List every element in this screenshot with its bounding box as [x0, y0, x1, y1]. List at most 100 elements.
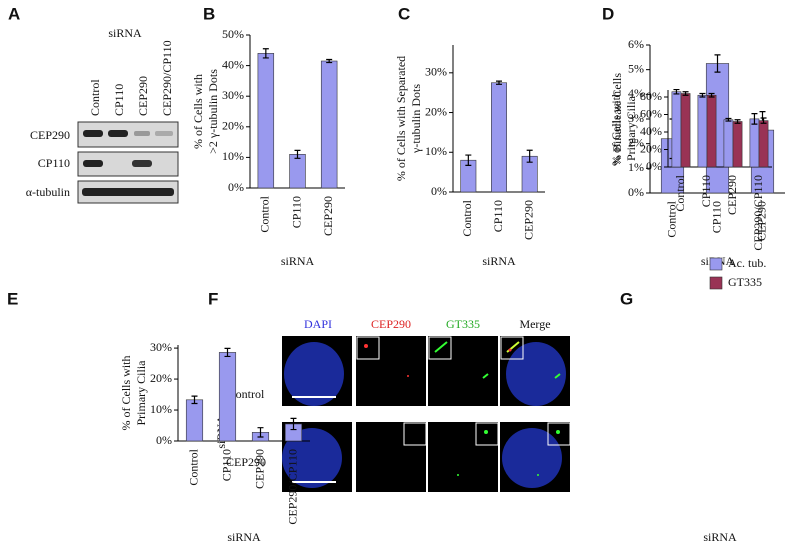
- panel-letter: E: [7, 289, 18, 308]
- bar: [320, 60, 338, 189]
- error-bar: [257, 427, 264, 438]
- error-bar: [751, 113, 758, 125]
- lane-label: CEP290/CP110: [160, 40, 174, 116]
- y-tick-label: 4%: [628, 86, 644, 100]
- micrographs: [282, 336, 571, 492]
- x-tick-label: Control: [664, 200, 678, 237]
- blot-row-label: CEP290: [30, 128, 70, 142]
- y-tick-label: 50%: [222, 27, 244, 41]
- y-tick-label: 20%: [222, 119, 244, 133]
- y-tick-label: 10%: [150, 402, 172, 416]
- legend-swatch: [709, 276, 723, 290]
- y-tick-label: 1%: [628, 160, 644, 174]
- lane-label: Control: [88, 79, 102, 116]
- x-tick-label: CEP290/CP110: [751, 175, 765, 251]
- y-axis-label: % of Cells with: [119, 356, 133, 431]
- panel-letter: D: [602, 4, 614, 23]
- y-tick-label: 0%: [646, 159, 662, 173]
- error-bar: [673, 88, 680, 95]
- y-tick-label: 40%: [640, 124, 662, 138]
- x-tick-label: CP110: [699, 175, 713, 207]
- x-tick-label: CEP290: [321, 196, 335, 236]
- y-tick-label: 0%: [431, 184, 447, 198]
- x-tick-label: CP110: [709, 201, 723, 233]
- bar: [749, 118, 760, 168]
- error-bar: [191, 395, 198, 405]
- error-bar: [224, 347, 231, 358]
- y-axis-label: % Binucleate Cells: [610, 73, 624, 165]
- y-tick-label: 80%: [640, 89, 662, 103]
- x-axis-label: siRNA: [703, 530, 737, 544]
- error-bar: [725, 117, 732, 122]
- y-tick-label: 40%: [222, 57, 244, 71]
- bar: [758, 120, 769, 168]
- error-bar: [682, 91, 689, 96]
- y-tick-label: 10%: [425, 144, 447, 158]
- y-tick-label: 5%: [628, 61, 644, 75]
- error-bar: [294, 149, 301, 159]
- y-tick-label: 3%: [628, 111, 644, 125]
- error-bar: [465, 154, 472, 166]
- x-tick-label: CEP290: [725, 175, 739, 215]
- bar: [185, 399, 204, 442]
- bar: [289, 154, 306, 189]
- lane-label: CP110: [112, 84, 126, 116]
- y-axis-label: Primary Cilia: [624, 95, 638, 161]
- blot-image: [77, 121, 179, 204]
- error-bar: [496, 80, 502, 85]
- x-axis-label: siRNA: [227, 530, 261, 544]
- channel-label: GT335: [446, 317, 480, 331]
- x-tick-label: CEP290: [754, 201, 768, 241]
- bar: [491, 82, 507, 193]
- y-tick-label: 0%: [156, 433, 172, 447]
- x-tick-label: CEP290/CP110: [285, 449, 299, 525]
- x-tick-label: CP110: [289, 196, 303, 228]
- bar: [706, 94, 717, 168]
- y-tick-label: 20%: [640, 141, 662, 155]
- y-tick-label: 30%: [150, 340, 172, 354]
- x-tick-label: CEP290: [521, 200, 535, 240]
- legend-swatch: [709, 257, 723, 271]
- blot-row-label: CP110: [38, 156, 70, 170]
- y-tick-label: 30%: [425, 65, 447, 79]
- y-axis-label: % of Cells with: [609, 91, 623, 166]
- panel-letter: G: [620, 289, 633, 308]
- x-tick-label: Control: [460, 199, 474, 236]
- x-tick-label: Control: [673, 174, 687, 211]
- error-bar: [290, 417, 297, 431]
- x-tick-label: Control: [186, 448, 200, 485]
- y-tick-label: 10%: [222, 149, 244, 163]
- x-tick-label: Control: [258, 195, 272, 232]
- y-axis-label: % of Cells with: [191, 74, 205, 149]
- bar: [680, 93, 691, 168]
- y-axis-label: >2 γ-tubulin Dots: [206, 69, 220, 154]
- x-axis-label: siRNA: [482, 254, 516, 268]
- error-bar: [714, 54, 721, 73]
- lane-label: CEP290: [136, 76, 150, 116]
- y-tick-label: 0%: [228, 180, 244, 194]
- y-tick-label: 20%: [150, 371, 172, 385]
- bar: [218, 352, 237, 442]
- y-tick-label: 2%: [628, 135, 644, 149]
- panel-letter: A: [8, 4, 20, 23]
- channel-label: Merge: [519, 317, 550, 331]
- error-bar: [734, 119, 741, 124]
- y-axis-label: γ-tubulin Dots: [409, 84, 423, 154]
- error-bar: [699, 92, 706, 98]
- error-bar: [760, 117, 767, 124]
- bar: [723, 119, 734, 168]
- bar: [257, 53, 275, 189]
- y-axis-label: % of Cells with Separated: [394, 56, 408, 181]
- y-tick-label: 60%: [640, 106, 662, 120]
- y-tick-label: 20%: [425, 104, 447, 118]
- channel-label: DAPI: [304, 317, 332, 331]
- legend-label: GT335: [728, 275, 762, 289]
- y-axis-label: Primary Cilia: [134, 360, 148, 426]
- panel-letter: B: [203, 4, 215, 23]
- blot-row-label: α-tubulin: [26, 185, 70, 199]
- panel-letter: F: [208, 289, 218, 308]
- error-bar: [326, 58, 333, 64]
- panel-letter: C: [398, 4, 410, 23]
